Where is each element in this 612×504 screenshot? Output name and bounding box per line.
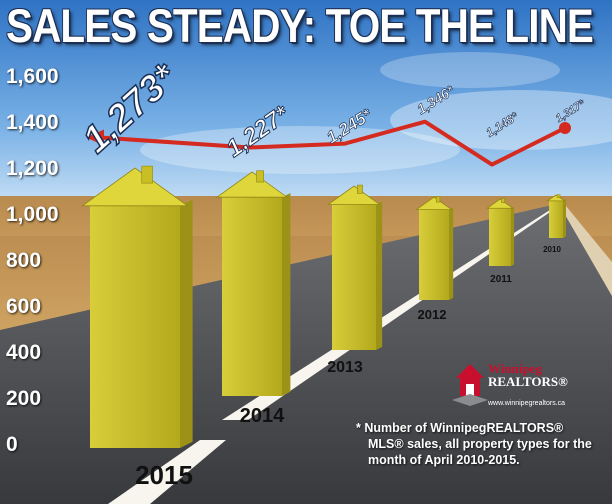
house-bar (549, 200, 563, 238)
footnote-line2: MLS® sales, all property types for the (368, 437, 592, 451)
y-tick-label: 0 (6, 433, 18, 456)
house-bar-side (449, 207, 454, 300)
y-tick-label: 600 (6, 295, 42, 318)
house-bar-side (511, 206, 515, 266)
footnote-line1: * Number of WinnipegREALTORS® (356, 421, 564, 435)
category-label: 2011 (490, 274, 512, 285)
value-label: 1,346* (414, 82, 457, 117)
category-label: 2014 (240, 405, 285, 427)
house-roof (545, 194, 567, 202)
house-roof (81, 167, 189, 207)
y-tick-label: 200 (6, 387, 42, 410)
value-label: 1,148* (483, 109, 521, 140)
house-chimney (141, 165, 153, 184)
house-chimney (435, 196, 441, 203)
y-tick-label: 800 (6, 249, 42, 272)
house-bar-side (180, 199, 193, 448)
house-roof (327, 185, 381, 205)
house-roof (215, 171, 289, 198)
y-tick-label: 400 (6, 341, 42, 364)
house-bar-side (282, 193, 291, 396)
category-label: 2015 (135, 460, 193, 490)
house-chimney (501, 198, 505, 203)
house-bar (489, 208, 511, 266)
logo-url: www.winnipegrealtors.ca (488, 400, 566, 407)
chart-title: SALES STEADY: TOE THE LINE (6, 0, 594, 52)
trend-endpoint (559, 121, 571, 134)
y-tick-label: 1,600 (6, 65, 59, 88)
house-chimney (556, 194, 561, 198)
trend-line (99, 119, 566, 167)
logo-text: Winnipeg REALTORS® (488, 362, 568, 388)
footnote: * Number of WinnipegREALTORS® MLS® sales… (356, 420, 606, 468)
house-roof (415, 196, 453, 211)
y-tick-label: 1,000 (6, 203, 59, 226)
house-logo-icon (452, 364, 488, 406)
footnote-line3: month of April 2010-2015. (368, 453, 520, 467)
house-bar (419, 209, 449, 300)
house-chimney (356, 184, 363, 194)
trend-arrowhead (86, 129, 104, 146)
house-bar (332, 204, 376, 350)
logo-name-line1: Winnipeg (488, 361, 542, 376)
category-label: 2012 (418, 307, 447, 322)
house-bar-side (376, 201, 383, 350)
house-roof (485, 198, 515, 209)
house-bar (90, 205, 180, 448)
y-tick-label: 1,400 (6, 111, 59, 134)
value-label: 1,227* (222, 100, 296, 163)
category-label: 2013 (327, 359, 363, 376)
house-bar-side (563, 199, 566, 238)
value-label: 1,273* (75, 55, 186, 161)
realtors-logo: Winnipeg REALTORS® www.winnipegrealtors.… (452, 356, 602, 414)
house-chimney (256, 170, 264, 183)
house-bar (222, 197, 282, 396)
y-tick-label: 1,200 (6, 157, 59, 180)
logo-name-line2: REALTORS® (488, 374, 568, 389)
category-label: 2010 (543, 245, 561, 254)
value-label: 1,317* (554, 98, 588, 125)
